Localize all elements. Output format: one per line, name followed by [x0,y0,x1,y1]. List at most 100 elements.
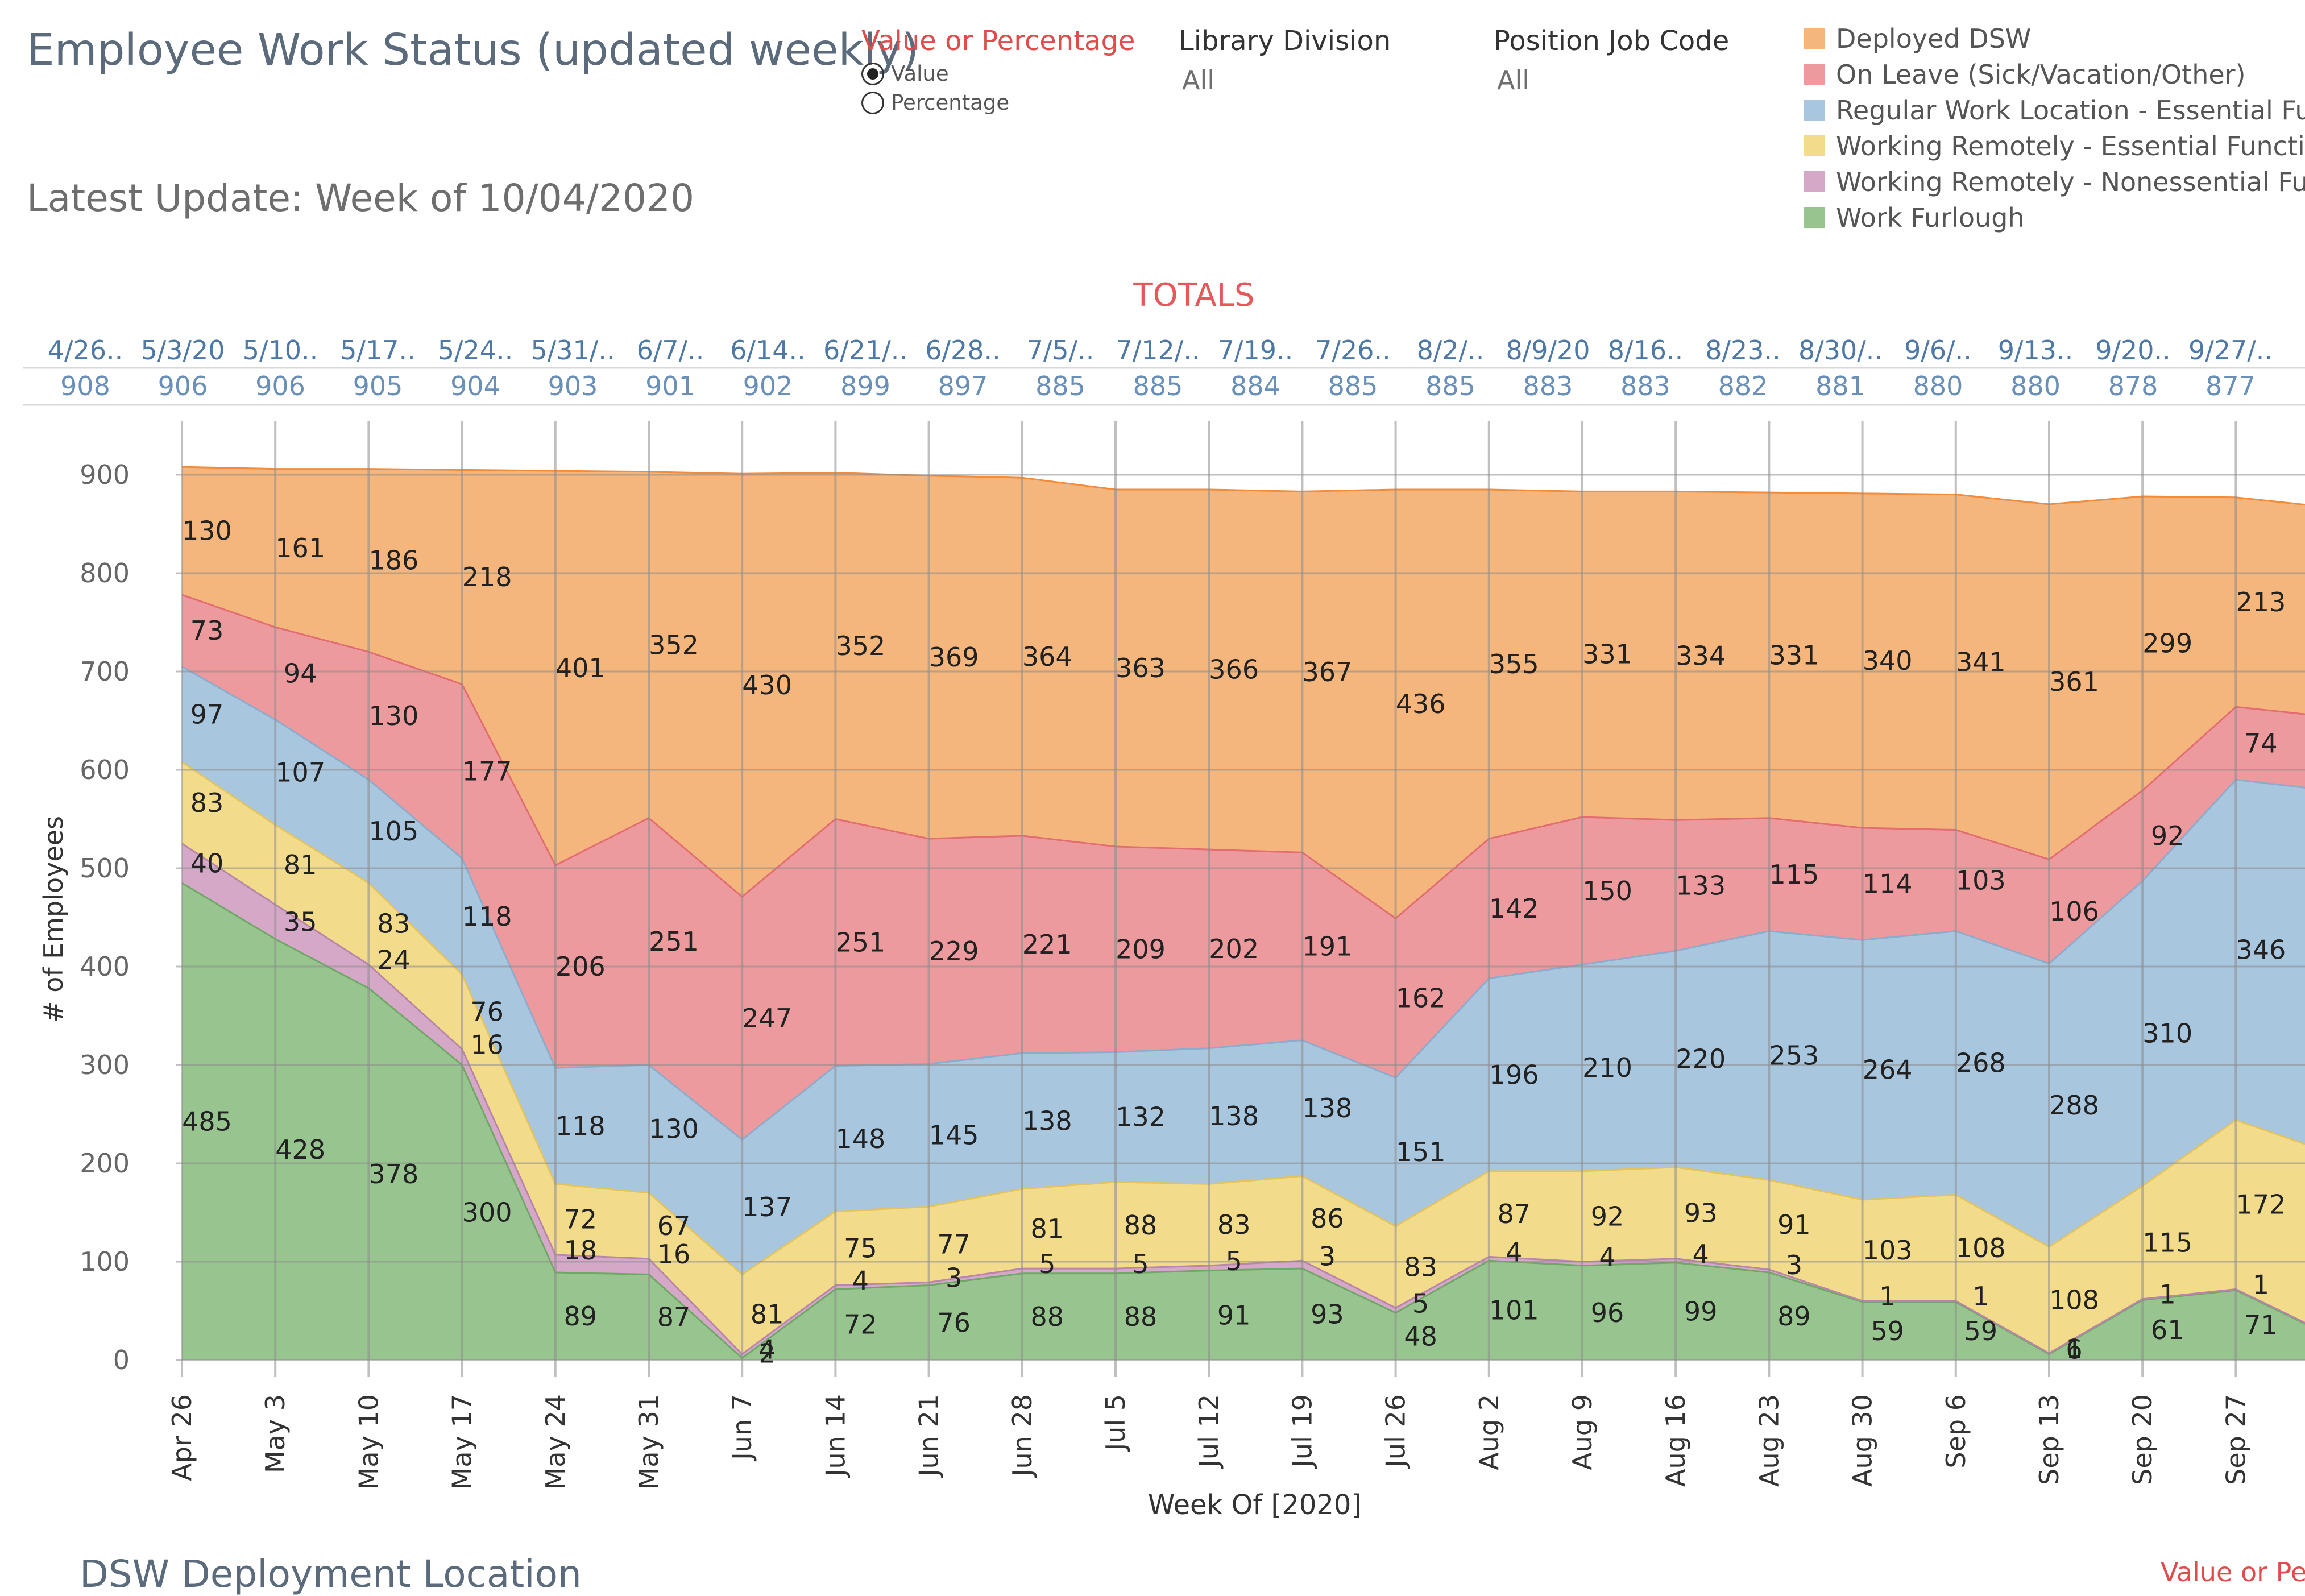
data-label: 118 [462,901,512,932]
data-label: 218 [462,562,512,592]
y-tick-label: 200 [80,1148,130,1179]
data-label: 35 [284,906,317,937]
legend-item-on-leave[interactable]: On Leave (Sick/Vacation/Other) [1804,56,2305,92]
next-section-control[interactable]: Value or Pe [2161,1557,2305,1587]
legend-swatch-icon [1804,28,1825,49]
data-label: 346 [2236,935,2286,965]
radio-percentage[interactable]: Percentage [861,90,1135,115]
data-label: 115 [2142,1227,2192,1258]
value-or-percentage-control: Value or Percentage Value Percentage [861,25,1135,115]
totals-value: 884 [1230,371,1280,401]
data-label: 288 [2049,1090,2099,1121]
y-tick-label: 700 [80,656,130,687]
legend-swatch-icon [1804,135,1825,156]
y-tick-label: 900 [80,459,130,490]
x-tick-label: Sep 6 [1941,1394,1971,1469]
data-label: 83 [377,909,411,939]
data-label: 6 [2066,1334,2082,1365]
data-label: 172 [2236,1189,2286,1220]
data-label: 352 [835,631,885,661]
legend-item-work-furlough[interactable]: Work Furlough [1804,200,2305,235]
data-label: 133 [1676,870,1726,901]
data-label: 361 [2049,666,2099,697]
area-series[interactable] [182,467,2305,919]
totals-row: 4/26.. 908 5/3/20 906 5/10.. 906 5/17.. 905 5/24… [23,335,2305,406]
totals-week-label: 5/10.. [243,335,318,366]
data-label: 145 [929,1120,979,1151]
legend-label: On Leave (Sick/Vacation/Other) [1836,59,2246,90]
y-tick-label: 800 [80,558,130,588]
data-label: 5 [1226,1246,1242,1276]
data-label: 88 [1124,1210,1158,1241]
plot-area: 0 100 200 300 400 500 600 700 800 900 Apr 26 May 3 M… [80,421,2305,1490]
chart-legend: Deployed DSW On Leave (Sick/Vacation/Oth… [1804,20,2305,235]
area-series[interactable] [182,666,2305,1275]
data-label: 247 [742,1003,792,1034]
data-label: 5 [1039,1249,1055,1279]
position-job-code-filter[interactable]: Position Job Code All [1494,25,1729,96]
x-tick-label: Aug 2 [1474,1394,1504,1470]
data-label: 83 [1217,1209,1251,1240]
data-label: 220 [1676,1044,1726,1075]
data-label: 59 [1964,1316,1998,1346]
data-label: 88 [1124,1301,1158,1332]
data-label: 138 [1209,1101,1259,1131]
data-label: 1 [1879,1281,1896,1312]
totals-week-label: 6/14.. [730,335,806,366]
radio-selected-icon[interactable] [861,62,884,85]
data-label: 206 [555,951,606,982]
totals-value: 904 [450,371,500,401]
data-label: 91 [1777,1209,1811,1240]
data-label: 59 [1871,1316,1904,1346]
data-label: 130 [182,516,232,546]
radio-unselected-icon[interactable] [861,91,884,114]
data-label: 210 [1582,1052,1632,1083]
data-label: 331 [1769,640,1819,670]
totals-title: TOTALS [1133,277,1254,314]
x-tick-label: Jul 26 [1380,1394,1411,1469]
next-section-title: DSW Deployment Location [80,1552,582,1596]
legend-item-remote-nonessential[interactable]: Working Remotely - Nonessential Funct [1804,164,2305,200]
data-label: 115 [1769,859,1819,890]
legend-item-remote-essential[interactable]: Working Remotely - Essential Function [1804,128,2305,164]
position-job-code-value[interactable]: All [1497,65,1530,96]
data-label: 4 [1599,1242,1615,1272]
data-label: 186 [368,545,418,576]
x-tick-label: May 31 [633,1394,664,1490]
data-label: 132 [1116,1102,1166,1133]
data-label: 363 [1116,653,1166,683]
data-label: 83 [1404,1252,1437,1283]
area-edge-line [181,882,2305,1359]
area-series[interactable] [182,762,2305,1354]
data-label: 369 [929,642,979,673]
library-division-value[interactable]: All [1182,65,1215,96]
totals-week-label: 9/6/.. [1904,335,1972,366]
data-label: 108 [1956,1233,2006,1263]
totals-week-label: 9/13.. [1998,335,2074,366]
area-series[interactable] [182,595,2305,1140]
legend-item-regular-work-location[interactable]: Regular Work Location - Essential Funct [1804,92,2305,128]
x-tick-label: Apr 26 [167,1394,197,1481]
totals-value: 897 [938,371,988,401]
data-label: 118 [555,1110,606,1141]
data-label: 75 [844,1233,877,1264]
totals-week-label: 5/3/20 [140,335,225,366]
data-label: 340 [1863,645,1913,676]
x-tick-label: Jun 14 [820,1394,851,1478]
totals-value: 885 [1035,371,1085,401]
data-label: 161 [275,533,325,563]
legend-item-deployed-dsw[interactable]: Deployed DSW [1804,20,2305,56]
data-label: 103 [1956,865,2006,896]
library-division-filter[interactable]: Library Division All [1179,25,1391,96]
data-label: 16 [470,1029,504,1060]
totals-value: 885 [1328,371,1378,401]
legend-label: Working Remotely - Essential Function [1836,130,2305,161]
area-edge-line [181,666,2305,1141]
data-label: 97 [190,699,224,729]
data-label: 18 [564,1235,598,1266]
radio-value[interactable]: Value [861,61,1135,86]
data-label: 1 [2253,1269,2269,1300]
area-series[interactable] [182,882,2305,1360]
data-label: 251 [649,926,699,957]
data-label: 142 [1489,893,1539,924]
